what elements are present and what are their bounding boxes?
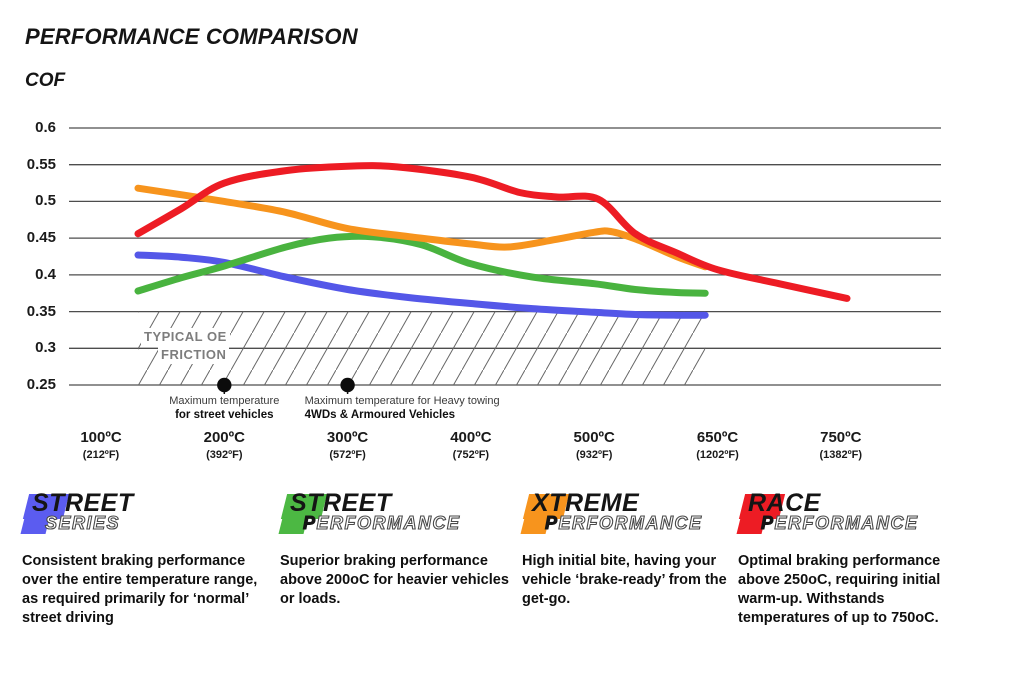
y-tick-label-0.55: 0.55 (26, 156, 56, 173)
legend-item-xtreme-performance: XTREME PERFORMANCE High initial bite, havi… (520, 489, 727, 609)
x-tick-fahrenheit-650: (1202ºF) (696, 449, 739, 461)
y-axis-title: COF (25, 70, 66, 91)
x-tick-celsius-750: 750ºC (820, 429, 862, 446)
marker-note-200c: Maximum temperature for street vehicles (169, 395, 279, 422)
logo-word2-rest: ERFORMANCE (558, 512, 703, 533)
logo-word2-rest: ERIES (58, 512, 121, 533)
legend-description: Optimal braking performance above 250oC,… (738, 553, 941, 626)
x-tick-celsius-100: 100ºC (80, 429, 122, 446)
y-tick-label-0.3: 0.3 (35, 339, 56, 356)
y-tick-label-0.4: 0.4 (35, 266, 56, 283)
x-tick-celsius-500: 500ºC (573, 429, 615, 446)
chart-canvas (69, 127, 941, 394)
x-tick-celsius-200: 200ºC (203, 429, 245, 446)
typical-oe-friction-band (138, 311, 706, 385)
legend-description: High initial bite, having your vehicle ‘… (522, 553, 727, 607)
y-tick-label-0.5: 0.5 (35, 192, 56, 209)
oe-label-line1: TYPICAL OE (141, 328, 230, 346)
logo-word2-rest: ERFORMANCE (316, 512, 461, 533)
logo-word1: RACE (748, 489, 821, 517)
x-tick-fahrenheit-300: (572ºF) (329, 449, 366, 461)
marker-dot-200c (217, 377, 232, 393)
marker-note-line2: for street vehicles (175, 408, 274, 421)
series-line-street-performance (134, 232, 709, 297)
brand-logo-xtreme-performance: XTREME PERFORMANCE (520, 489, 727, 540)
marker-dot-300c (340, 377, 355, 393)
marker-note-line1: Maximum temperature for Heavy towing (304, 395, 500, 407)
x-tick-fahrenheit-400: (752ºF) (452, 449, 490, 461)
logo-word1: STREET (290, 489, 392, 517)
series-line-xtreme-performance (134, 184, 709, 271)
y-tick-label-0.25: 0.25 (26, 376, 56, 393)
typical-oe-friction-label: TYPICAL OE FRICTION (141, 328, 230, 364)
oe-label-line2: FRICTION (158, 346, 230, 364)
logo-word2: PERFORMANCE (302, 512, 461, 534)
logo-word2: SERIES (44, 512, 121, 534)
legend-description: Superior braking performance above 200oC… (280, 553, 509, 607)
brand-logo-street-performance: STREET PERFORMANCE (278, 489, 512, 540)
logo-word1: STREET (32, 489, 134, 517)
x-tick-fahrenheit-500: (932ºF) (575, 449, 613, 461)
logo-word2-rest: ERFORMANCE (774, 512, 919, 533)
logo-word2-initial: P (544, 512, 559, 533)
logo-word2: PERFORMANCE (544, 512, 703, 534)
legend-description: Consistent braking performance over the … (22, 553, 258, 626)
y-tick-label-0.35: 0.35 (26, 303, 56, 320)
brand-logo-race-performance: RACE PERFORMANCE (736, 489, 974, 540)
logo-word2-initial: P (302, 512, 317, 533)
logo-word2-initial: S (44, 512, 59, 533)
x-tick-fahrenheit-100: (212ºF) (82, 449, 120, 461)
brand-logo-street-series: STREET SERIES (20, 489, 265, 540)
x-tick-fahrenheit-750: (1382ºF) (819, 449, 863, 461)
marker-note-line1: Maximum temperature (169, 395, 280, 407)
y-tick-label-0.6: 0.6 (35, 119, 56, 136)
legend-item-race-performance: RACE PERFORMANCE Optimal braking performan… (736, 489, 974, 628)
logo-word2-initial: P (760, 512, 775, 533)
logo-word2: PERFORMANCE (760, 512, 919, 534)
y-tick-label-0.45: 0.45 (26, 229, 56, 246)
marker-note-line2: 4WDs & Armoured Vehicles (304, 408, 455, 421)
x-tick-fahrenheit-200: (392ºF) (206, 449, 243, 461)
page-title: PERFORMANCE COMPARISON (25, 24, 358, 49)
series-line-race-performance (134, 162, 851, 302)
cof-line-chart: 0.6 0.55 0.5 0.45 0.4 0.35 0.3 0.25 100ºC (212ºF… (26, 119, 941, 461)
marker-note-300c: Maximum temperature for Heavy towing 4WDs… (305, 395, 500, 422)
legend-item-street-series: STREET SERIES Consistent braking performan… (20, 489, 265, 628)
legend-item-street-performance: STREET PERFORMANCE Superior braking perfor… (278, 489, 512, 609)
x-tick-celsius-300: 300ºC (326, 429, 369, 446)
x-tick-celsius-400: 400ºC (450, 429, 492, 446)
logo-word1: XTREME (532, 489, 640, 517)
series-line-street-series (134, 251, 709, 319)
x-tick-celsius-650: 650ºC (696, 429, 739, 446)
